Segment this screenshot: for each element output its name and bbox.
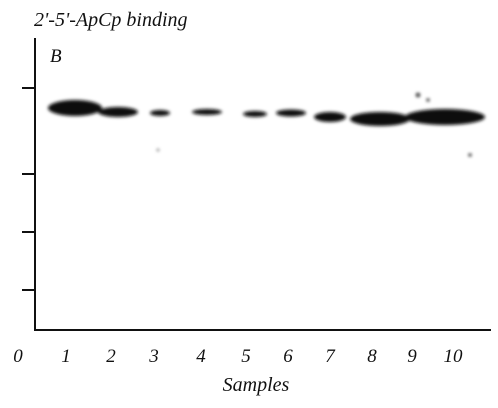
band bbox=[243, 111, 267, 117]
panel-label: B bbox=[50, 46, 62, 67]
speck bbox=[157, 149, 159, 151]
speck bbox=[426, 98, 430, 102]
band bbox=[350, 112, 410, 126]
x-label: 5 bbox=[241, 346, 251, 367]
x-label: 7 bbox=[325, 346, 336, 367]
band bbox=[192, 109, 222, 115]
x-label: 9 bbox=[407, 346, 417, 367]
x-label: 10 bbox=[444, 346, 464, 367]
bands bbox=[48, 93, 485, 157]
x-axis-label: Samples bbox=[223, 374, 290, 396]
band bbox=[314, 112, 346, 122]
band bbox=[405, 109, 485, 125]
x-labels: 0 1 2 3 4 5 6 7 8 9 10 bbox=[13, 346, 463, 367]
band bbox=[150, 110, 170, 116]
x-label: 1 bbox=[61, 346, 71, 367]
frame bbox=[22, 38, 491, 331]
x-label: 2 bbox=[106, 346, 116, 367]
x-label: 8 bbox=[367, 346, 377, 367]
x-label: 0 bbox=[13, 346, 23, 367]
x-label: 4 bbox=[196, 346, 206, 367]
x-label: 6 bbox=[283, 346, 293, 367]
figure-title: 2'-5'-ApCp binding bbox=[34, 9, 188, 31]
band bbox=[48, 100, 102, 116]
band bbox=[276, 109, 306, 117]
x-label: 3 bbox=[148, 346, 159, 367]
speck bbox=[468, 153, 472, 157]
speck bbox=[416, 93, 420, 97]
band bbox=[98, 107, 138, 117]
